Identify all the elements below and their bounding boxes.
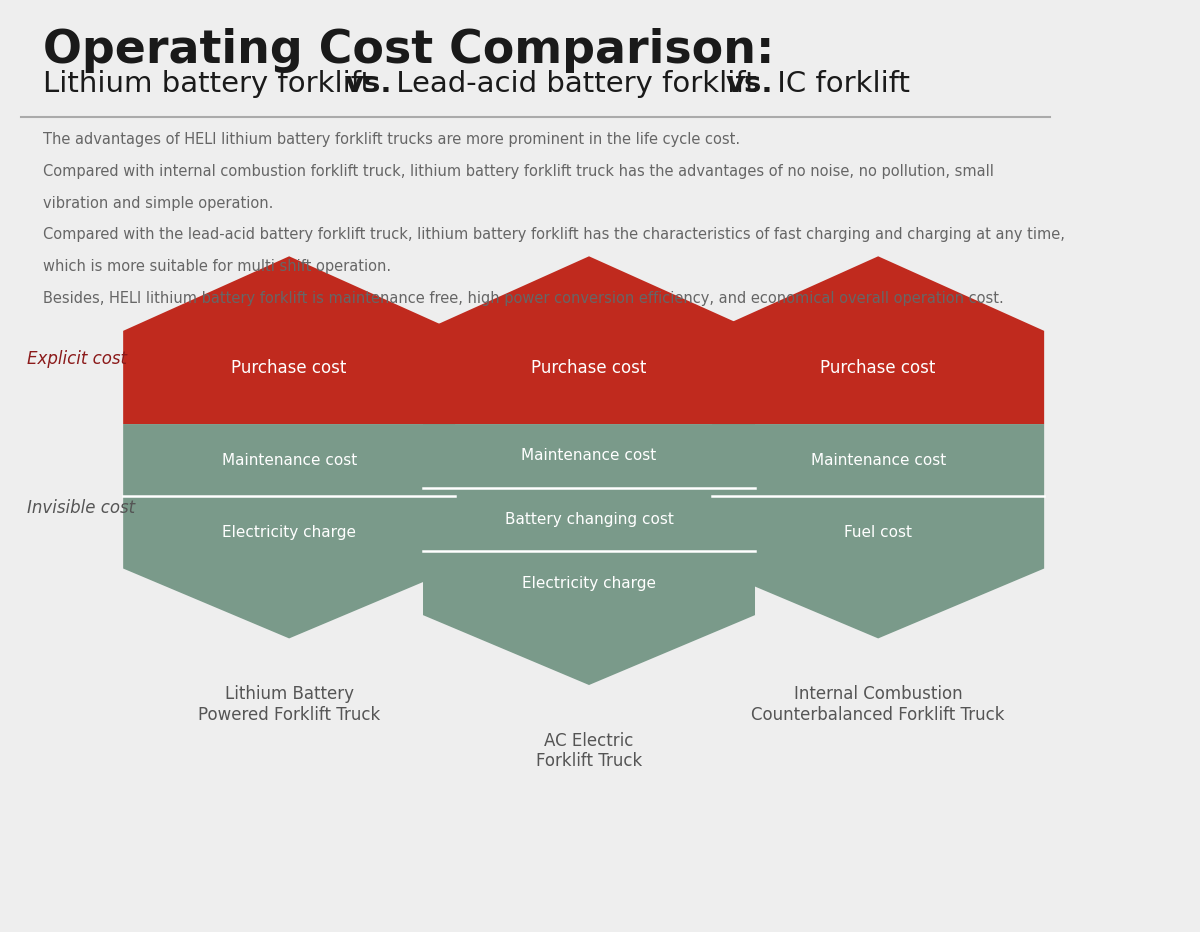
Text: vs.: vs. bbox=[344, 70, 392, 98]
Text: Lead-acid battery forklift: Lead-acid battery forklift bbox=[388, 70, 766, 98]
Polygon shape bbox=[712, 256, 1044, 424]
Polygon shape bbox=[424, 256, 755, 424]
Text: Maintenance cost: Maintenance cost bbox=[810, 453, 946, 468]
Text: AC Electric
Forklift Truck: AC Electric Forklift Truck bbox=[536, 732, 642, 771]
Text: The advantages of HELI lithium battery forklift trucks are more prominent in the: The advantages of HELI lithium battery f… bbox=[43, 132, 740, 147]
Polygon shape bbox=[124, 424, 455, 638]
Text: Fuel cost: Fuel cost bbox=[844, 525, 912, 540]
Text: Explicit cost: Explicit cost bbox=[26, 350, 127, 368]
Text: Electricity charge: Electricity charge bbox=[522, 576, 656, 591]
Polygon shape bbox=[712, 424, 1044, 638]
Text: Invisible cost: Invisible cost bbox=[26, 499, 134, 517]
Text: which is more suitable for multi shift operation.: which is more suitable for multi shift o… bbox=[43, 259, 391, 274]
Text: Maintenance cost: Maintenance cost bbox=[222, 453, 356, 468]
Text: Lithium battery forklift: Lithium battery forklift bbox=[43, 70, 382, 98]
Polygon shape bbox=[124, 256, 455, 424]
Text: vs.: vs. bbox=[725, 70, 773, 98]
Text: Purchase cost: Purchase cost bbox=[232, 359, 347, 377]
Polygon shape bbox=[424, 424, 755, 685]
Text: Besides, HELI lithium battery forklift is maintenance free, high power conversio: Besides, HELI lithium battery forklift i… bbox=[43, 291, 1003, 306]
Text: Internal Combustion
Counterbalanced Forklift Truck: Internal Combustion Counterbalanced Fork… bbox=[751, 685, 1004, 724]
Text: Compared with the lead-acid battery forklift truck, lithium battery forklift has: Compared with the lead-acid battery fork… bbox=[43, 227, 1064, 242]
Text: Battery changing cost: Battery changing cost bbox=[504, 512, 673, 528]
Text: Compared with internal combustion forklift truck, lithium battery forklift truck: Compared with internal combustion forkli… bbox=[43, 164, 994, 179]
Text: Purchase cost: Purchase cost bbox=[821, 359, 936, 377]
Text: Maintenance cost: Maintenance cost bbox=[521, 448, 656, 463]
Text: Electricity charge: Electricity charge bbox=[222, 525, 356, 540]
Text: Purchase cost: Purchase cost bbox=[532, 359, 647, 377]
Text: Operating Cost Comparison:: Operating Cost Comparison: bbox=[43, 28, 774, 73]
Text: vibration and simple operation.: vibration and simple operation. bbox=[43, 196, 274, 211]
Text: Lithium Battery
Powered Forklift Truck: Lithium Battery Powered Forklift Truck bbox=[198, 685, 380, 724]
Text: IC forklift: IC forklift bbox=[768, 70, 910, 98]
